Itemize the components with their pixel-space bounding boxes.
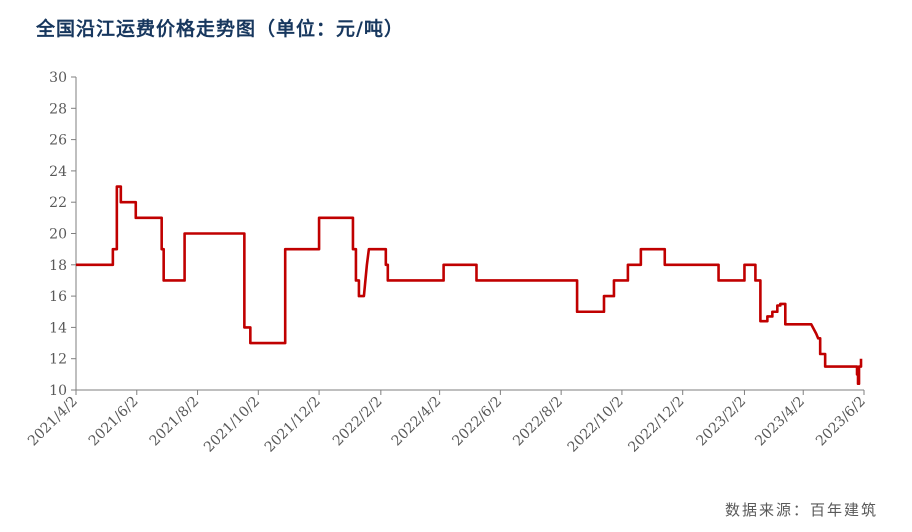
- y-tick-label: 20: [49, 227, 67, 243]
- x-tick-label: 2022/8/2: [510, 394, 566, 450]
- y-axis-ticks: 10 12 14 16 18 20 22 24 26 28 30: [49, 70, 76, 399]
- x-tick-label: 2023/6/2: [813, 394, 869, 450]
- y-tick-label: 22: [49, 195, 67, 211]
- y-tick-label: 10: [49, 383, 67, 399]
- x-tick-label: 2022/12/2: [625, 394, 687, 456]
- x-tick-label: 2022/2/2: [330, 394, 386, 450]
- x-tick-label: 2021/8/2: [147, 394, 203, 450]
- series-layer: [76, 185, 863, 386]
- x-tick-label: 2021/6/2: [86, 394, 142, 450]
- y-tick-label: 26: [49, 133, 67, 149]
- series-line-freight-price: [76, 185, 863, 386]
- data-source: 数据来源：百年建筑: [724, 501, 878, 519]
- x-axis-ticks: 2021/4/2 2021/6/2 2021/8/22021/10/22021/12…: [25, 390, 869, 456]
- y-tick-label: 24: [49, 164, 67, 180]
- y-tick-label: 14: [49, 320, 67, 336]
- x-tick-label: 2023/2/2: [693, 394, 749, 450]
- y-tick-label: 30: [49, 70, 67, 86]
- x-tick-label: 2022/10/2: [565, 394, 627, 456]
- y-tick-label: 28: [49, 101, 67, 117]
- x-tick-label: 2021/10/2: [201, 394, 263, 456]
- x-tick-label: 2021/12/2: [262, 394, 324, 456]
- x-tick-label: 2021/4/2: [25, 394, 81, 450]
- x-tick-label: 2022/6/2: [449, 394, 505, 450]
- chart-title: 全国沿江运费价格走势图（单位：元/吨）: [36, 18, 404, 40]
- y-tick-label: 16: [49, 289, 67, 305]
- x-tick-label: 2022/4/2: [389, 394, 445, 450]
- y-tick-label: 18: [49, 258, 67, 274]
- y-tick-label: 12: [49, 352, 67, 368]
- x-tick-label: 2023/4/2: [752, 394, 808, 450]
